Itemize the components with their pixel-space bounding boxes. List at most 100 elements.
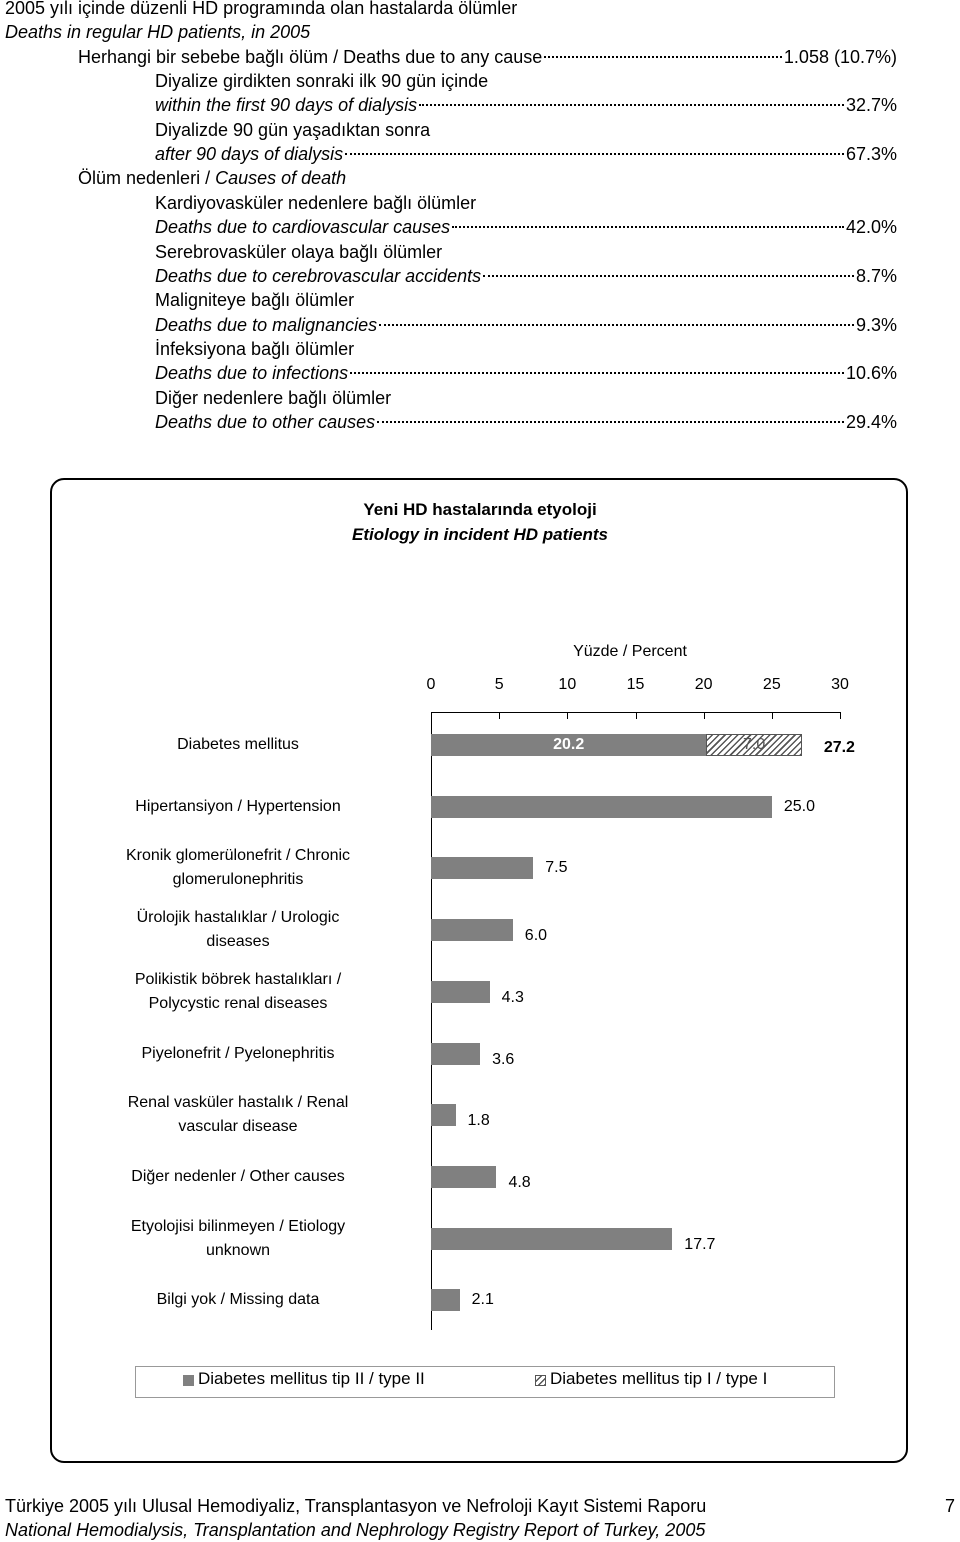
bar <box>431 1104 456 1127</box>
any-cause-row-label: Herhangi bir sebebe bağlı ölüm / Deaths … <box>78 46 543 67</box>
x-tick <box>703 712 705 719</box>
y-tick-label: Piyelonefrit / Pyelonephritis <box>141 1044 335 1062</box>
timing-tr: Diyalize girdikten sonraki ilk 90 gün iç… <box>155 71 489 92</box>
dot-leader <box>345 153 844 156</box>
value-label: 4.8 <box>508 1173 531 1191</box>
legend-swatch <box>535 1375 546 1386</box>
footer-line1: Türkiye 2005 yılı Ulusal Hemodiyaliz, Tr… <box>5 1496 707 1516</box>
value-label: 1.8 <box>467 1112 490 1130</box>
x-tick <box>567 712 569 719</box>
cause-row: Deaths due to malignancies 9.3% <box>155 313 897 337</box>
cause-row-label: Deaths due to cardiovascular causes <box>155 217 451 238</box>
legend-label: Diabetes mellitus tip II / type II <box>198 1369 425 1388</box>
chart-title: Yeni HD hastalarında etyoloji <box>363 500 597 519</box>
causes-heading: Ölüm nedenleri / Causes of death <box>78 166 346 190</box>
cause-row-value: 8.7% <box>855 265 897 286</box>
value-label: 20.2 <box>553 736 585 753</box>
page-subtitle: Deaths in regular HD patients, in 2005 <box>5 22 311 42</box>
value-label: 3.6 <box>492 1050 515 1068</box>
cause-tr: Maligniteye bağlı ölümler <box>155 290 355 311</box>
y-tick-label: Hipertansiyon / Hypertension <box>135 797 341 815</box>
dot-leader <box>452 226 844 229</box>
bar <box>431 795 772 818</box>
heading-tr: Ölüm nedenleri / <box>78 168 211 189</box>
cause-tr: Serebrovasküler olaya bağlı ölümler <box>155 241 443 262</box>
bar <box>431 980 490 1003</box>
dot-leader <box>483 274 854 277</box>
timing-row-value: 32.7% <box>845 95 897 116</box>
dot-leader <box>379 323 854 326</box>
cause-tr: Kardiyovasküler nedenlere bağlı ölümler <box>155 192 477 213</box>
value-label: 25.0 <box>783 797 815 815</box>
cause-row-value: 10.6% <box>845 363 897 384</box>
value-label: 6.0 <box>524 927 548 945</box>
footer-line2: National Hemodialysis, Transplantation a… <box>5 1520 706 1540</box>
dot-leader <box>350 372 844 375</box>
y-tick-label: Etyolojisi bilinmeyen / Etiology unknown <box>130 1217 346 1259</box>
value-label: 2.1 <box>471 1291 494 1309</box>
cause-row-value: 9.3% <box>855 314 897 335</box>
bar <box>706 734 802 756</box>
value-label: 7.0 <box>742 736 766 753</box>
bar <box>431 1289 460 1312</box>
cause-row-value: 29.4% <box>845 411 897 432</box>
page-number: 7 <box>944 1496 955 1516</box>
cause-row: Deaths due to cerebrovascular accidents 8… <box>155 264 897 288</box>
x-tick <box>499 712 501 719</box>
x-tick-label: 0 <box>426 676 436 693</box>
legend-label: Diabetes mellitus tip I / type I <box>550 1369 768 1388</box>
chart-frame <box>50 478 908 1463</box>
cause-row: Deaths due to other causes 29.4% <box>155 410 897 434</box>
x-tick-label: 20 <box>694 676 713 693</box>
x-tick <box>771 712 773 719</box>
value-label: 7.5 <box>545 859 568 877</box>
bar <box>431 857 534 880</box>
y-tick-label: Bilgi yok / Missing data <box>156 1291 320 1309</box>
cause-row: Deaths due to cardiovascular causes 42.0% <box>155 215 897 239</box>
legend <box>135 1366 835 1398</box>
timing-row-label: within the first 90 days of dialysis <box>155 95 418 116</box>
chart-subtitle: Etiology in incident HD patients <box>352 525 608 544</box>
any-cause-row: Herhangi bir sebebe bağlı ölüm / Deaths … <box>78 45 897 69</box>
x-tick-label: 10 <box>558 676 577 693</box>
y-tick-label: Ürolojik hastalıklar / Urologic diseases <box>136 909 340 951</box>
y-tick-label: Diabetes mellitus <box>177 736 299 753</box>
total-label: 27.2 <box>823 739 855 756</box>
y-axis-line <box>431 712 432 1330</box>
timing-tr: Diyalizde 90 gün yaşadıktan sonra <box>155 119 431 140</box>
dot-leader <box>377 420 844 423</box>
value-label: 17.7 <box>684 1235 716 1253</box>
x-tick <box>635 712 637 719</box>
any-cause-row-value: 1.058 (10.7%) <box>783 46 897 67</box>
x-tick-label: 30 <box>831 676 849 693</box>
timing-row: within the first 90 days of dialysis 32.7… <box>155 93 897 117</box>
cause-tr: Diğer nedenlere bağlı ölümler <box>155 387 392 408</box>
page-title: 2005 yılı içinde düzenli HD programında … <box>5 0 518 18</box>
y-tick-label: Renal vasküler hastalık / Renal vascular… <box>127 1094 349 1136</box>
cause-row-label: Deaths due to malignancies <box>155 314 378 335</box>
cause-row-value: 42.0% <box>845 217 897 238</box>
y-tick-label: Kronik glomerülonefrit / Chronic glomeru… <box>125 847 351 889</box>
legend-swatch <box>183 1375 194 1386</box>
x-tick-label: 15 <box>626 676 645 693</box>
x-tick <box>431 712 432 719</box>
bar <box>431 919 513 942</box>
heading-en: Causes of death <box>215 168 347 189</box>
bar <box>431 1227 673 1250</box>
bar <box>431 734 707 756</box>
x-tick-label: 25 <box>762 676 781 693</box>
timing-row: after 90 days of dialysis 67.3% <box>155 142 897 166</box>
cause-row-label: Deaths due to cerebrovascular accidents <box>155 265 482 286</box>
x-tick-label: 5 <box>494 676 504 693</box>
cause-row-label: Deaths due to infections <box>155 363 349 384</box>
x-axis-label: Yüzde / Percent <box>573 643 687 660</box>
timing-row-label: after 90 days of dialysis <box>155 144 344 165</box>
value-label: 4.3 <box>501 988 524 1006</box>
bar <box>431 1165 497 1188</box>
x-tick <box>840 712 841 719</box>
timing-row-value: 67.3% <box>845 144 897 165</box>
y-tick-label: Diğer nedenler / Other causes <box>131 1167 345 1185</box>
y-tick-label: Polikistik böbrek hastalıkları / Polycys… <box>134 970 342 1012</box>
cause-row-label: Deaths due to other causes <box>155 411 376 432</box>
